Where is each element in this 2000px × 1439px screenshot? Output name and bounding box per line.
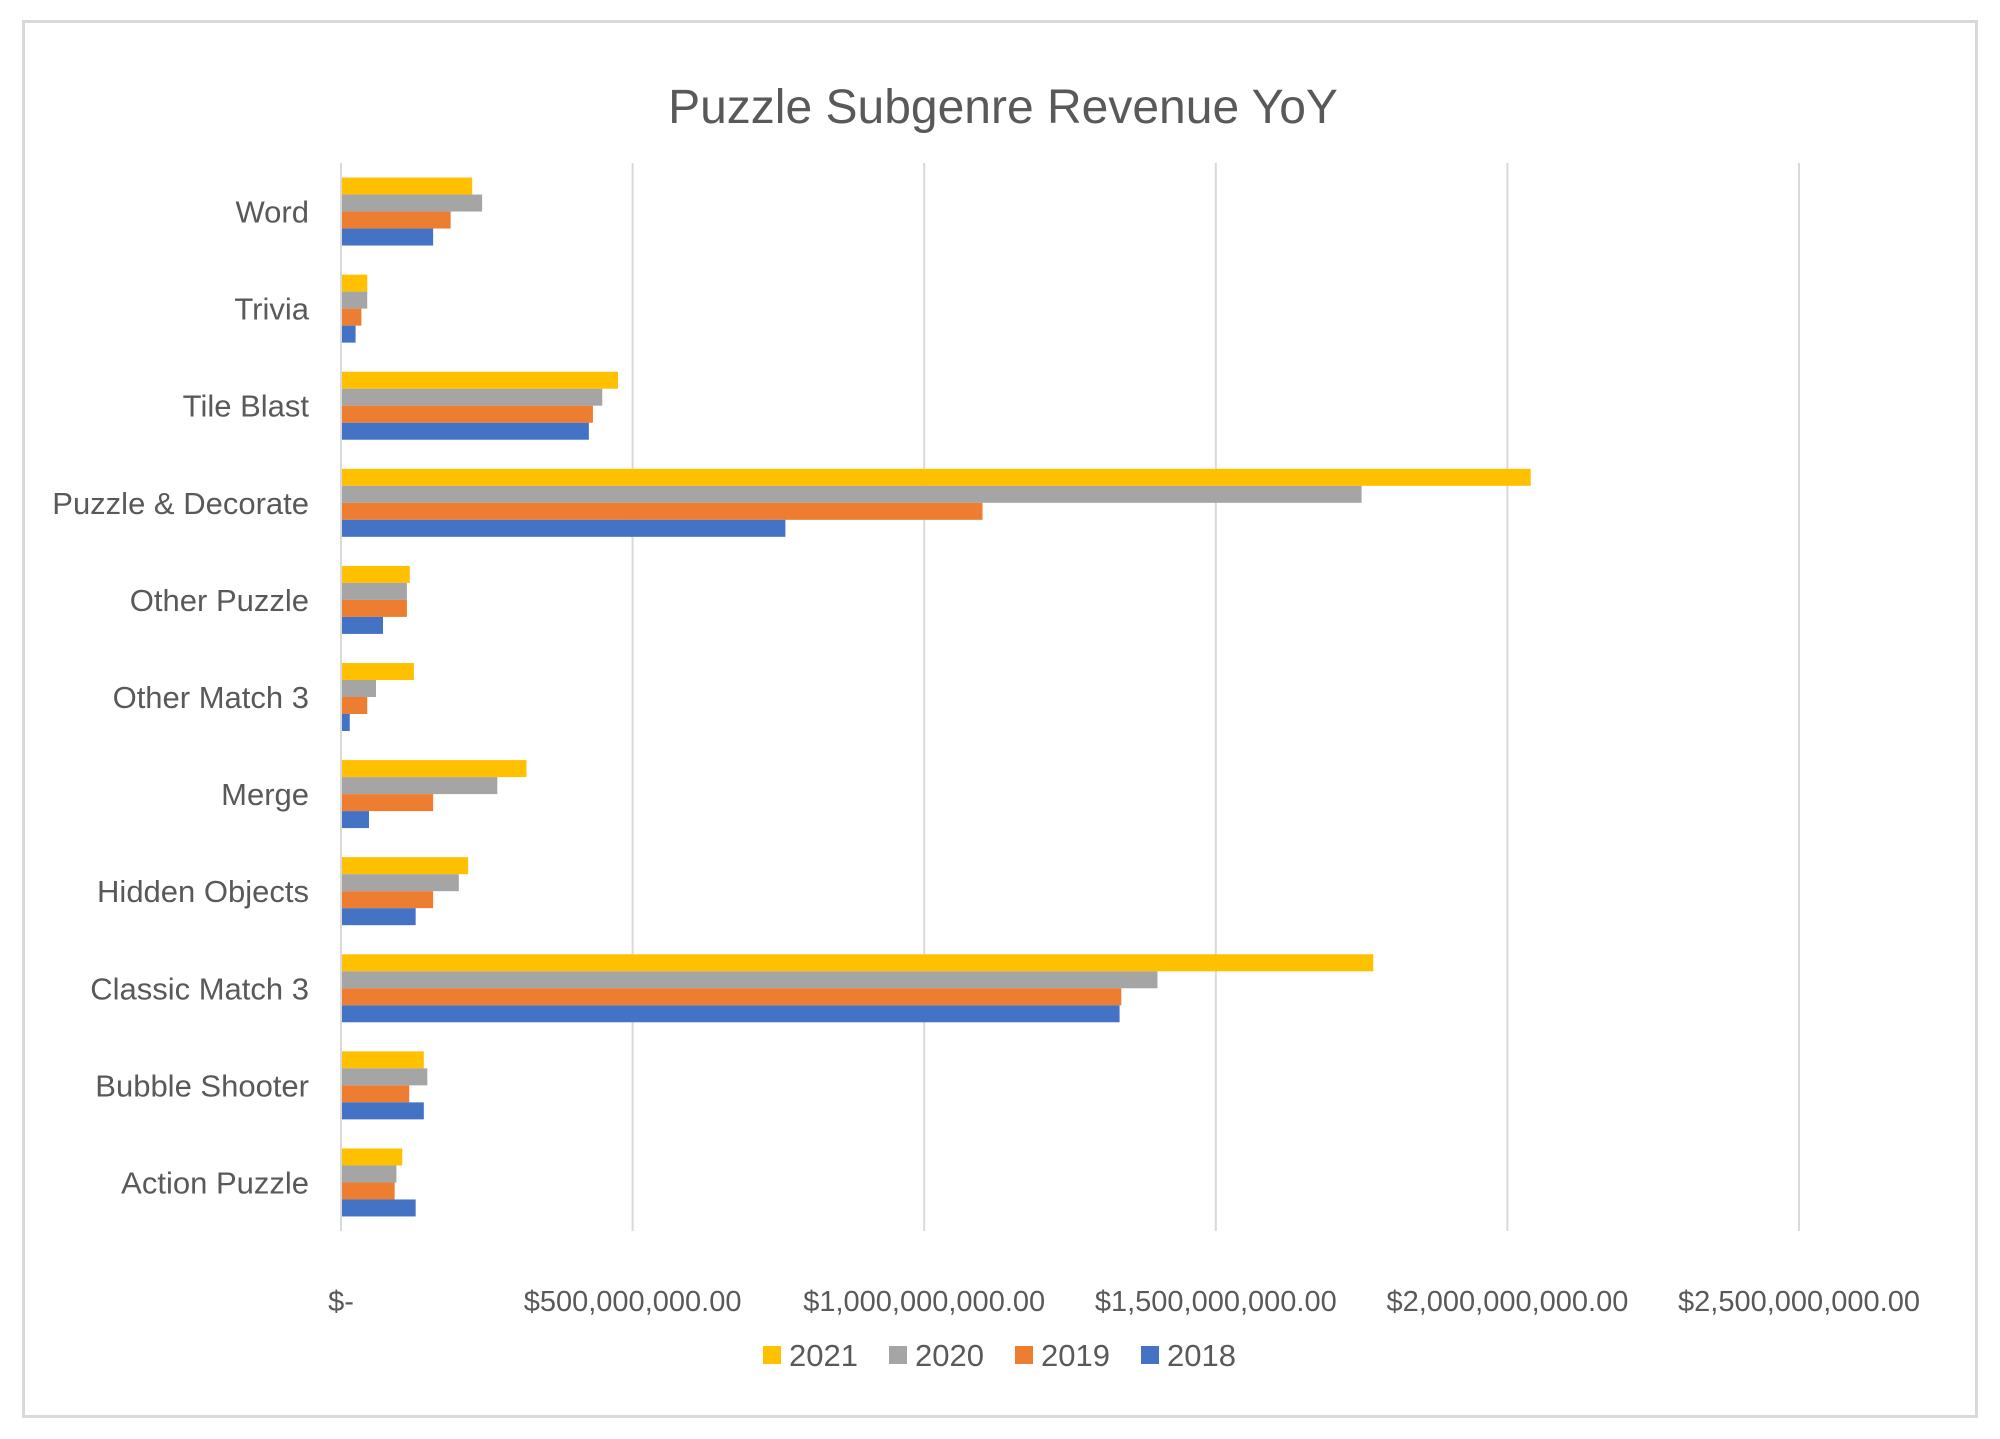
bar-2018 — [341, 422, 589, 440]
category-label: Tile Blast — [183, 389, 310, 424]
x-tick-labels: $- $500,000,000.00 $1,000,000,000.00 $1,500… — [328, 1286, 1920, 1318]
bar-2019 — [341, 405, 593, 423]
category-label: Trivia — [234, 292, 309, 327]
bar-2020 — [341, 971, 1158, 989]
legend-label: 2021 — [789, 1338, 858, 1373]
gridlines — [631, 163, 1800, 1231]
bar-2021 — [341, 565, 410, 583]
chart-frame: Puzzle Subgenre Revenue YoY Word Trivia Ti… — [22, 20, 1978, 1418]
bar-2019 — [341, 1085, 410, 1103]
category-label: Classic Match 3 — [90, 971, 309, 1006]
bar-2021 — [341, 1148, 403, 1166]
bar-2019 — [341, 599, 407, 617]
bar-2021 — [341, 274, 368, 292]
bar-2019 — [341, 891, 434, 909]
bar-2019 — [341, 502, 983, 520]
category-label: Merge — [221, 777, 309, 812]
category-label: Action Puzzle — [121, 1165, 309, 1200]
bar-2018 — [341, 714, 350, 731]
bar-2018 — [341, 811, 369, 829]
bar-2019 — [341, 1182, 395, 1200]
x-tick-label: $1,000,000,000.00 — [803, 1286, 1045, 1318]
legend-swatch-2018 — [1141, 1346, 1159, 1364]
bar-2018 — [341, 1199, 416, 1217]
chart-title: Puzzle Subgenre Revenue YoY — [668, 81, 1338, 134]
bar-2018 — [341, 1005, 1120, 1023]
bar-2020 — [341, 680, 376, 697]
category-label: Word — [235, 195, 309, 230]
category-label: Hidden Objects — [97, 874, 309, 909]
bar-2019 — [341, 697, 368, 714]
bar-2021 — [341, 663, 414, 680]
bar-2019 — [341, 794, 434, 812]
bar-2020 — [341, 291, 368, 309]
bar-2020 — [341, 485, 1362, 503]
bar-2020 — [341, 777, 498, 795]
category-labels: Word Trivia Tile Blast Puzzle & Decorate Oth… — [52, 195, 309, 1201]
bar-2021 — [341, 760, 527, 778]
legend-label: 2020 — [915, 1338, 984, 1373]
x-tick-label: $2,000,000,000.00 — [1386, 1286, 1628, 1318]
legend-swatch-2019 — [1015, 1346, 1033, 1364]
bar-2021 — [341, 857, 469, 875]
category-label: Puzzle & Decorate — [52, 486, 309, 521]
bar-2020 — [341, 1165, 397, 1183]
bars — [341, 177, 1531, 1217]
x-tick-label: $1,500,000,000.00 — [1095, 1286, 1337, 1318]
legend-label: 2019 — [1041, 1338, 1110, 1373]
bar-2020 — [341, 582, 407, 600]
bar-2018 — [341, 228, 434, 246]
legend: 2021 2020 2019 2018 — [763, 1338, 1236, 1373]
bar-2019 — [341, 308, 362, 326]
bar-2021 — [341, 371, 619, 389]
category-label: Other Puzzle — [130, 583, 309, 618]
bar-2020 — [341, 194, 483, 212]
bar-2020 — [341, 874, 459, 892]
legend-label: 2018 — [1167, 1338, 1236, 1373]
bar-2021 — [341, 954, 1374, 972]
legend-swatch-2021 — [763, 1346, 781, 1364]
x-tick-label: $2,500,000,000.00 — [1678, 1286, 1920, 1318]
legend-swatch-2020 — [889, 1346, 907, 1364]
category-label: Bubble Shooter — [95, 1068, 309, 1103]
x-tick-label: $- — [328, 1286, 354, 1318]
bar-2020 — [341, 1068, 428, 1086]
bar-2018 — [341, 1102, 424, 1120]
bar-2021 — [341, 177, 473, 195]
x-tick-label: $500,000,000.00 — [524, 1286, 742, 1318]
bar-2018 — [341, 519, 786, 537]
bar-2018 — [341, 908, 416, 926]
bar-2019 — [341, 988, 1122, 1006]
bar-2021 — [341, 1051, 424, 1069]
bar-2021 — [341, 468, 1531, 486]
bar-2018 — [341, 325, 356, 343]
bar-chart: Puzzle Subgenre Revenue YoY Word Trivia Ti… — [52, 81, 1920, 1373]
bar-2020 — [341, 388, 603, 406]
category-label: Other Match 3 — [113, 680, 309, 715]
bar-2019 — [341, 211, 451, 229]
bar-2018 — [341, 616, 383, 634]
